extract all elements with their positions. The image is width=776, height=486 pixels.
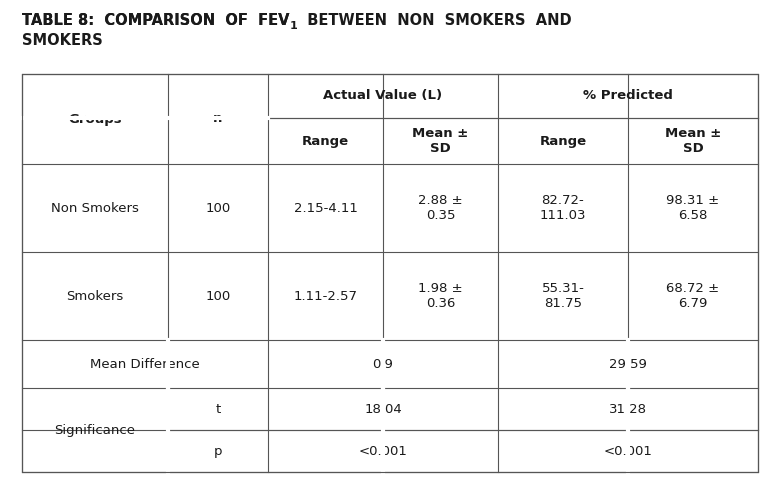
- Text: 82.72-
111.03: 82.72- 111.03: [540, 194, 586, 222]
- Text: 68.72 ±
6.79: 68.72 ± 6.79: [667, 282, 719, 310]
- Text: Non Smokers: Non Smokers: [51, 202, 139, 214]
- Bar: [22, 74, 758, 472]
- Text: Mean ±
SD: Mean ± SD: [412, 127, 469, 155]
- Text: 29.59: 29.59: [609, 358, 647, 370]
- Text: Range: Range: [539, 135, 587, 147]
- Text: Smokers: Smokers: [67, 290, 123, 302]
- Text: p: p: [213, 445, 222, 457]
- Text: 55.31-
81.75: 55.31- 81.75: [542, 282, 584, 310]
- Text: 1: 1: [289, 21, 297, 31]
- Text: 1.98 ±
0.36: 1.98 ± 0.36: [418, 282, 462, 310]
- Text: 2.15-4.11: 2.15-4.11: [293, 202, 358, 214]
- Text: TABLE 8:  COMPARISON  OF  FEV: TABLE 8: COMPARISON OF FEV: [22, 13, 289, 28]
- Text: Significance: Significance: [54, 423, 136, 436]
- Text: 2.88 ±
0.35: 2.88 ± 0.35: [418, 194, 462, 222]
- Text: n: n: [213, 112, 223, 125]
- Text: Groups: Groups: [68, 112, 122, 125]
- Text: 31.28: 31.28: [609, 402, 647, 416]
- Text: Actual Value (L): Actual Value (L): [324, 89, 442, 103]
- Text: Mean Difference: Mean Difference: [90, 358, 200, 370]
- Text: % Predicted: % Predicted: [583, 89, 673, 103]
- Text: 0.9: 0.9: [372, 358, 393, 370]
- Text: TABLE 8:  COMPARISON  OF  FEV: TABLE 8: COMPARISON OF FEV: [22, 13, 289, 28]
- Text: Range: Range: [302, 135, 349, 147]
- Text: t: t: [216, 402, 220, 416]
- Text: BETWEEN  NON  SMOKERS  AND: BETWEEN NON SMOKERS AND: [297, 13, 572, 28]
- Bar: [22, 74, 758, 472]
- Text: <0.001: <0.001: [359, 445, 407, 457]
- Text: SMOKERS: SMOKERS: [22, 33, 102, 48]
- Text: Mean ±
SD: Mean ± SD: [665, 127, 721, 155]
- Text: 98.31 ±
6.58: 98.31 ± 6.58: [667, 194, 719, 222]
- Text: 100: 100: [206, 290, 230, 302]
- Text: 18.04: 18.04: [364, 402, 402, 416]
- Text: <0.001: <0.001: [604, 445, 653, 457]
- Text: 1.11-2.57: 1.11-2.57: [293, 290, 358, 302]
- Text: 100: 100: [206, 202, 230, 214]
